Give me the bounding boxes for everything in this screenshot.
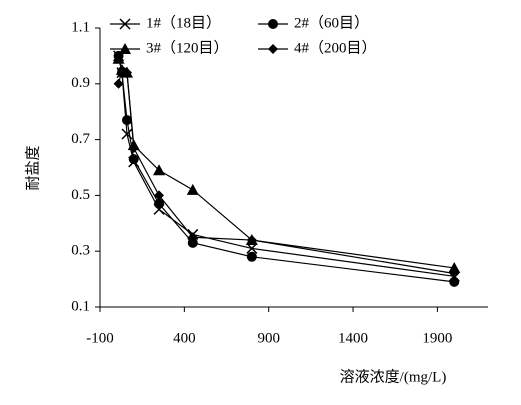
data-point [186, 183, 199, 195]
data-point [187, 237, 198, 248]
legend-marker [119, 43, 131, 54]
series-line [117, 55, 455, 283]
x-tick-label: 1900 [422, 330, 452, 346]
data-point [448, 261, 461, 273]
data-point [187, 232, 198, 243]
y-tick-label: 0.5 [71, 187, 90, 203]
data-point [246, 251, 257, 262]
data-point [154, 198, 165, 209]
data-point [246, 242, 258, 254]
data-point [449, 276, 460, 287]
y-tick-label: 0.7 [71, 131, 90, 147]
legend-marker [268, 44, 278, 54]
data-point [112, 52, 125, 64]
series-line [117, 58, 455, 269]
series-line [117, 55, 455, 277]
data-point [154, 190, 165, 201]
data-point [121, 115, 132, 126]
data-point [153, 164, 166, 176]
x-tick-label: 1400 [338, 330, 368, 346]
legend-label: 3#（120目） [146, 39, 229, 56]
y-tick-label: 1.1 [71, 19, 90, 35]
x-tick-label: 400 [173, 330, 196, 346]
legend-label: 2#（60目） [294, 14, 369, 31]
data-point [113, 78, 124, 89]
series-line [117, 68, 455, 275]
legend-marker [268, 19, 278, 29]
legend-label: 1#（18目） [146, 14, 221, 31]
data-point [128, 154, 139, 165]
y-tick-label: 0.1 [71, 298, 90, 314]
data-point [128, 142, 139, 153]
y-tick-label: 0.3 [71, 243, 90, 259]
x-axis-label: 溶液浓度/(mg/L) [340, 368, 447, 385]
y-axis-label: 耐盐度 [24, 145, 41, 190]
x-tick-label: 900 [257, 330, 280, 346]
x-tick-label: -100 [86, 330, 114, 346]
y-tick-label: 0.9 [71, 75, 90, 91]
legend-label: 4#（200目） [294, 39, 377, 56]
data-point [121, 67, 132, 78]
data-point [449, 268, 460, 279]
legend-marker [119, 18, 131, 30]
data-point [246, 235, 257, 246]
